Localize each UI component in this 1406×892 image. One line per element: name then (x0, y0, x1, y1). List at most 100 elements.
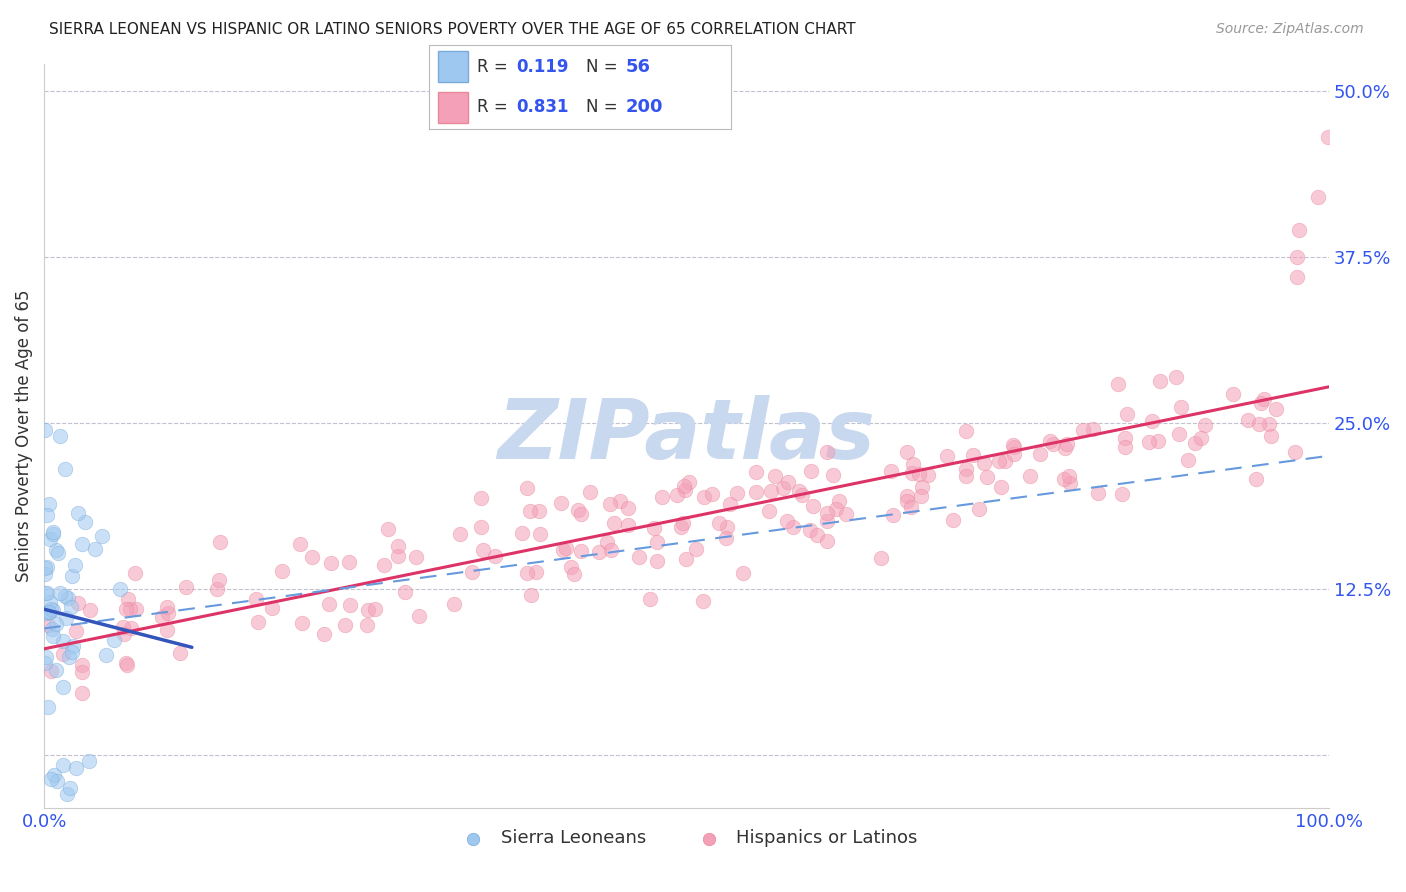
Point (108, 582, 131, 596)
Y-axis label: Seniors Poverty Over the Age of 65: Seniors Poverty Over the Age of 65 (15, 290, 32, 582)
Point (782, 519, 804, 533)
Point (1288, 223, 1310, 237)
Point (1284, 445, 1306, 459)
Bar (437, 52, 468, 82)
Point (1019, 468, 1042, 483)
Point (651, 490, 673, 504)
Point (955, 424, 977, 438)
Point (156, 599, 179, 614)
Point (38, 605, 60, 619)
Point (731, 566, 754, 580)
Point (744, 485, 766, 500)
Point (903, 458, 925, 472)
Point (765, 469, 787, 483)
Point (120, 621, 142, 635)
Point (42, 629, 65, 643)
Point (562, 567, 585, 582)
Point (973, 456, 995, 470)
Point (1166, 369, 1188, 384)
Point (529, 527, 551, 541)
Point (53, 589, 76, 603)
Point (1184, 436, 1206, 450)
Point (1285, 269, 1308, 284)
Point (91, 529, 114, 543)
Point (519, 503, 541, 517)
Point (408, 608, 430, 623)
Point (1114, 431, 1136, 445)
Point (1253, 392, 1275, 406)
Point (56, 591, 79, 605)
Point (789, 484, 811, 499)
Point (150, 609, 173, 624)
Point (896, 489, 918, 503)
Point (207, 573, 229, 587)
Point (35, 650, 58, 665)
Point (520, 588, 543, 602)
Point (828, 494, 851, 508)
Point (156, 623, 179, 637)
Point (1170, 400, 1192, 414)
Point (1306, 190, 1329, 204)
Point (461, 566, 484, 580)
Text: 0.119: 0.119 (516, 58, 569, 76)
Point (524, 566, 547, 580)
Point (516, 566, 538, 580)
Point (35, 559, 58, 574)
Text: R =: R = (477, 58, 513, 76)
Point (333, 618, 356, 632)
Point (685, 542, 707, 557)
Point (550, 496, 572, 510)
Point (869, 551, 891, 566)
Point (1137, 434, 1160, 449)
Point (908, 467, 931, 482)
Point (569, 507, 592, 521)
Point (176, 581, 198, 595)
Point (34, 606, 56, 620)
Point (66, 596, 89, 610)
Point (666, 488, 689, 502)
Point (896, 493, 918, 508)
Point (1073, 423, 1095, 437)
Point (935, 449, 957, 463)
Point (720, 497, 742, 511)
Point (470, 520, 492, 534)
Point (48, 429, 70, 443)
Point (911, 480, 934, 494)
Point (806, 528, 828, 542)
Point (1257, 417, 1279, 432)
Point (1244, 472, 1267, 486)
Point (1237, 413, 1260, 427)
Point (66, 506, 89, 520)
Point (900, 500, 922, 514)
Point (799, 464, 821, 478)
Point (364, 602, 387, 616)
Text: 200: 200 (626, 98, 662, 116)
Point (1260, 428, 1282, 442)
Point (1249, 417, 1271, 431)
Point (318, 597, 340, 611)
Point (34, 656, 56, 670)
Point (778, 475, 800, 489)
Text: R =: R = (477, 98, 513, 116)
Point (799, 523, 821, 537)
Text: Source: ZipAtlas.com: Source: ZipAtlas.com (1216, 22, 1364, 37)
Point (1111, 487, 1133, 501)
Point (103, 632, 125, 647)
Point (567, 503, 589, 517)
Point (645, 535, 668, 549)
Point (443, 597, 465, 611)
Point (510, 526, 533, 541)
Point (560, 560, 582, 574)
Text: N =: N = (586, 58, 623, 76)
Point (896, 444, 918, 458)
Point (716, 520, 738, 534)
Point (744, 465, 766, 479)
Point (672, 516, 695, 530)
Point (394, 585, 416, 599)
Point (34, 585, 56, 599)
Text: ZIPatlas: ZIPatlas (498, 395, 876, 476)
Point (1081, 422, 1104, 436)
Point (579, 485, 602, 500)
Point (37, 699, 59, 714)
Point (675, 551, 697, 566)
